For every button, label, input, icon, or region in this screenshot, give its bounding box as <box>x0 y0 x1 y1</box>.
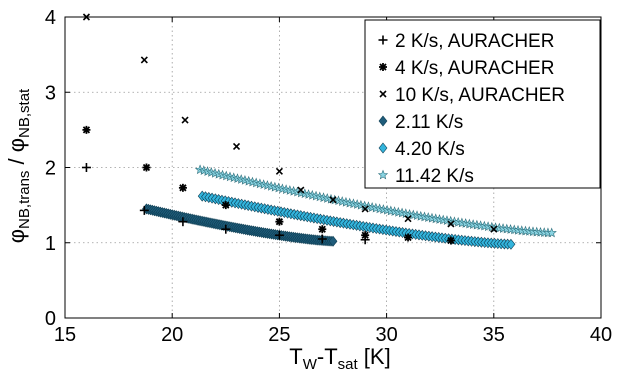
data-point <box>546 227 557 238</box>
y-tick-label: 2 <box>45 158 56 180</box>
legend-entry: 11.42 K/s <box>395 166 474 187</box>
data-point <box>221 224 231 234</box>
data-point <box>329 196 337 204</box>
legend-marker <box>378 115 388 127</box>
legend-entry: 4.20 K/s <box>395 139 465 160</box>
x-tick-label: 35 <box>483 324 505 346</box>
data-point <box>317 234 327 244</box>
data-point <box>447 220 455 228</box>
legend-marker <box>377 169 389 180</box>
data-point <box>361 231 370 240</box>
legend-marker <box>379 90 387 98</box>
data-point <box>446 236 455 245</box>
data-point <box>81 163 91 172</box>
y-axis-label: φNB,trans / φNB,stat <box>4 88 33 243</box>
y-tick-label: 3 <box>45 82 56 104</box>
legend-entry: 2 K/s, AURACHER <box>395 31 554 52</box>
data-point <box>361 205 369 213</box>
tick-labels: 15 20 25 30 35 40 0 1 2 3 4 <box>45 7 612 346</box>
x-tick-label: 40 <box>590 324 612 346</box>
x-tick-label: 30 <box>375 324 397 346</box>
data-point <box>404 233 413 242</box>
legend-marker <box>378 35 388 45</box>
data-point <box>328 235 338 247</box>
x-tick-label: 25 <box>268 324 290 346</box>
data-point <box>140 56 148 64</box>
data-point <box>506 238 516 250</box>
data-point <box>139 205 149 215</box>
legend-box <box>364 19 601 189</box>
data-point <box>275 217 284 226</box>
y-tick-label: 4 <box>45 7 56 29</box>
series-0 <box>81 163 370 245</box>
legend: 2 K/s, AURACHER 4 K/s, AURACHER 10 K/s, AU… <box>364 19 601 189</box>
data-point <box>297 186 305 194</box>
data-point <box>275 167 283 175</box>
y-tick-label: 0 <box>45 308 56 330</box>
x-axis-label: TW-Tsat [K] <box>289 344 390 373</box>
data-point <box>221 201 230 210</box>
y-tick-label: 1 <box>45 233 56 255</box>
legend-entry: 2.11 K/s <box>395 112 463 133</box>
data-point <box>181 116 189 124</box>
x-tick-label: 20 <box>161 324 183 346</box>
data-point <box>274 230 284 240</box>
data-point <box>82 125 91 134</box>
data-point <box>178 183 187 192</box>
data-point <box>178 217 188 227</box>
data-point <box>404 215 412 223</box>
data-layer <box>81 13 557 250</box>
series-1 <box>82 125 455 245</box>
legend-marker <box>379 63 387 71</box>
data-point <box>232 142 241 150</box>
data-point <box>318 225 327 234</box>
series-2 <box>82 13 498 233</box>
legend-marker <box>378 142 388 154</box>
data-point <box>142 163 151 172</box>
data-point <box>360 235 370 245</box>
legend-entry: 4 K/s, AURACHER <box>395 58 554 79</box>
x-tick-label: 15 <box>54 324 76 346</box>
data-point <box>490 225 498 233</box>
series-4 <box>197 190 516 250</box>
series-5 <box>194 164 557 238</box>
legend-entry: 10 K/s, AURACHER <box>395 85 565 106</box>
